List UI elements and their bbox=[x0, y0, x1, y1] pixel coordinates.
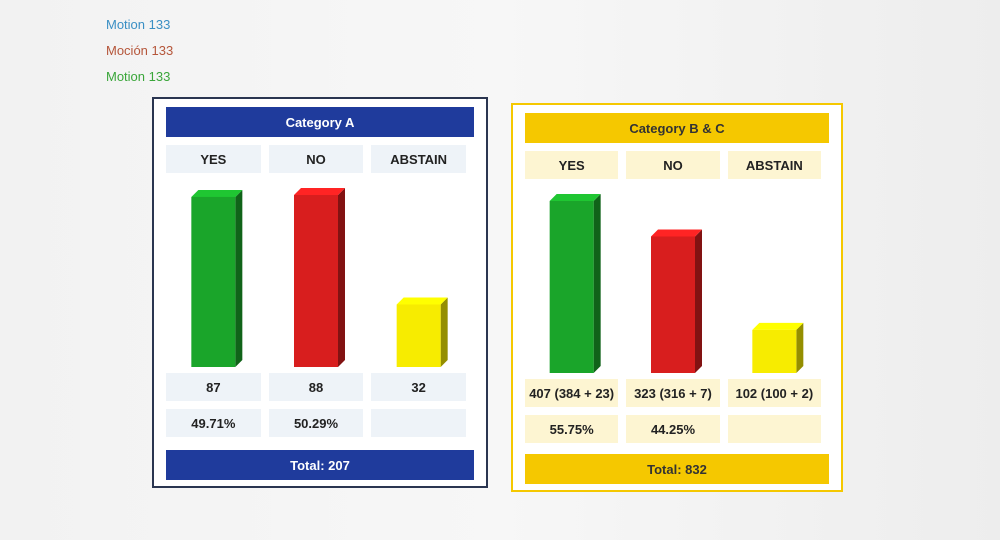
panel-title: Category B & C bbox=[525, 113, 829, 143]
bars bbox=[191, 188, 448, 367]
bar-top bbox=[294, 188, 345, 195]
percent-cell bbox=[727, 415, 821, 443]
bar-top bbox=[752, 322, 804, 330]
motion-line: Moción 133 bbox=[106, 43, 174, 58]
value-cell: 323 (316 + 7) bbox=[626, 379, 720, 407]
bar-side bbox=[440, 297, 448, 367]
bar bbox=[294, 195, 338, 367]
bar bbox=[549, 201, 594, 373]
bar-top bbox=[651, 229, 702, 237]
bar-side bbox=[338, 188, 345, 367]
bar-top bbox=[191, 189, 243, 197]
bar-top bbox=[549, 194, 601, 201]
total: Total: 832 bbox=[525, 454, 829, 484]
value-cell: 32 bbox=[371, 373, 466, 401]
percent-cell: 55.75% bbox=[525, 415, 619, 443]
category-cell: YES bbox=[166, 145, 261, 173]
bar bbox=[651, 236, 695, 373]
value-cell: 88 bbox=[268, 373, 364, 401]
category-cell: ABSTAIN bbox=[727, 151, 821, 179]
percent-cell: 50.29% bbox=[268, 409, 364, 437]
bar-side bbox=[796, 322, 804, 373]
category-cell: NO bbox=[268, 145, 364, 173]
bar-side bbox=[235, 189, 243, 367]
panel: Category B & C Total: 832 YES 407 (384 + 23… bbox=[511, 103, 843, 492]
value-cell: 87 bbox=[166, 373, 261, 401]
bar-side bbox=[695, 229, 702, 373]
bar-side bbox=[593, 194, 601, 373]
category-cell: YES bbox=[525, 151, 619, 179]
bar bbox=[396, 304, 441, 367]
bars bbox=[549, 194, 804, 373]
motion-line: Motion 133 bbox=[106, 69, 171, 84]
category-cell: ABSTAIN bbox=[371, 145, 466, 173]
value-cell: 102 (100 + 2) bbox=[727, 379, 821, 407]
percent-cell: 44.25% bbox=[626, 415, 720, 443]
category-cell: NO bbox=[626, 151, 720, 179]
motion-line: Motion 133 bbox=[106, 17, 171, 32]
percent-cell: 49.71% bbox=[166, 409, 261, 437]
panel: Category A Total: 207 YES 87 49.71% NO 88 50.29… bbox=[152, 97, 488, 488]
value-cell: 407 (384 + 23) bbox=[525, 379, 619, 407]
panel-title: Category A bbox=[166, 107, 474, 137]
bar bbox=[191, 196, 236, 367]
total: Total: 207 bbox=[166, 450, 474, 480]
bar-top bbox=[396, 297, 448, 305]
percent-cell bbox=[371, 409, 466, 437]
bar bbox=[752, 329, 797, 373]
